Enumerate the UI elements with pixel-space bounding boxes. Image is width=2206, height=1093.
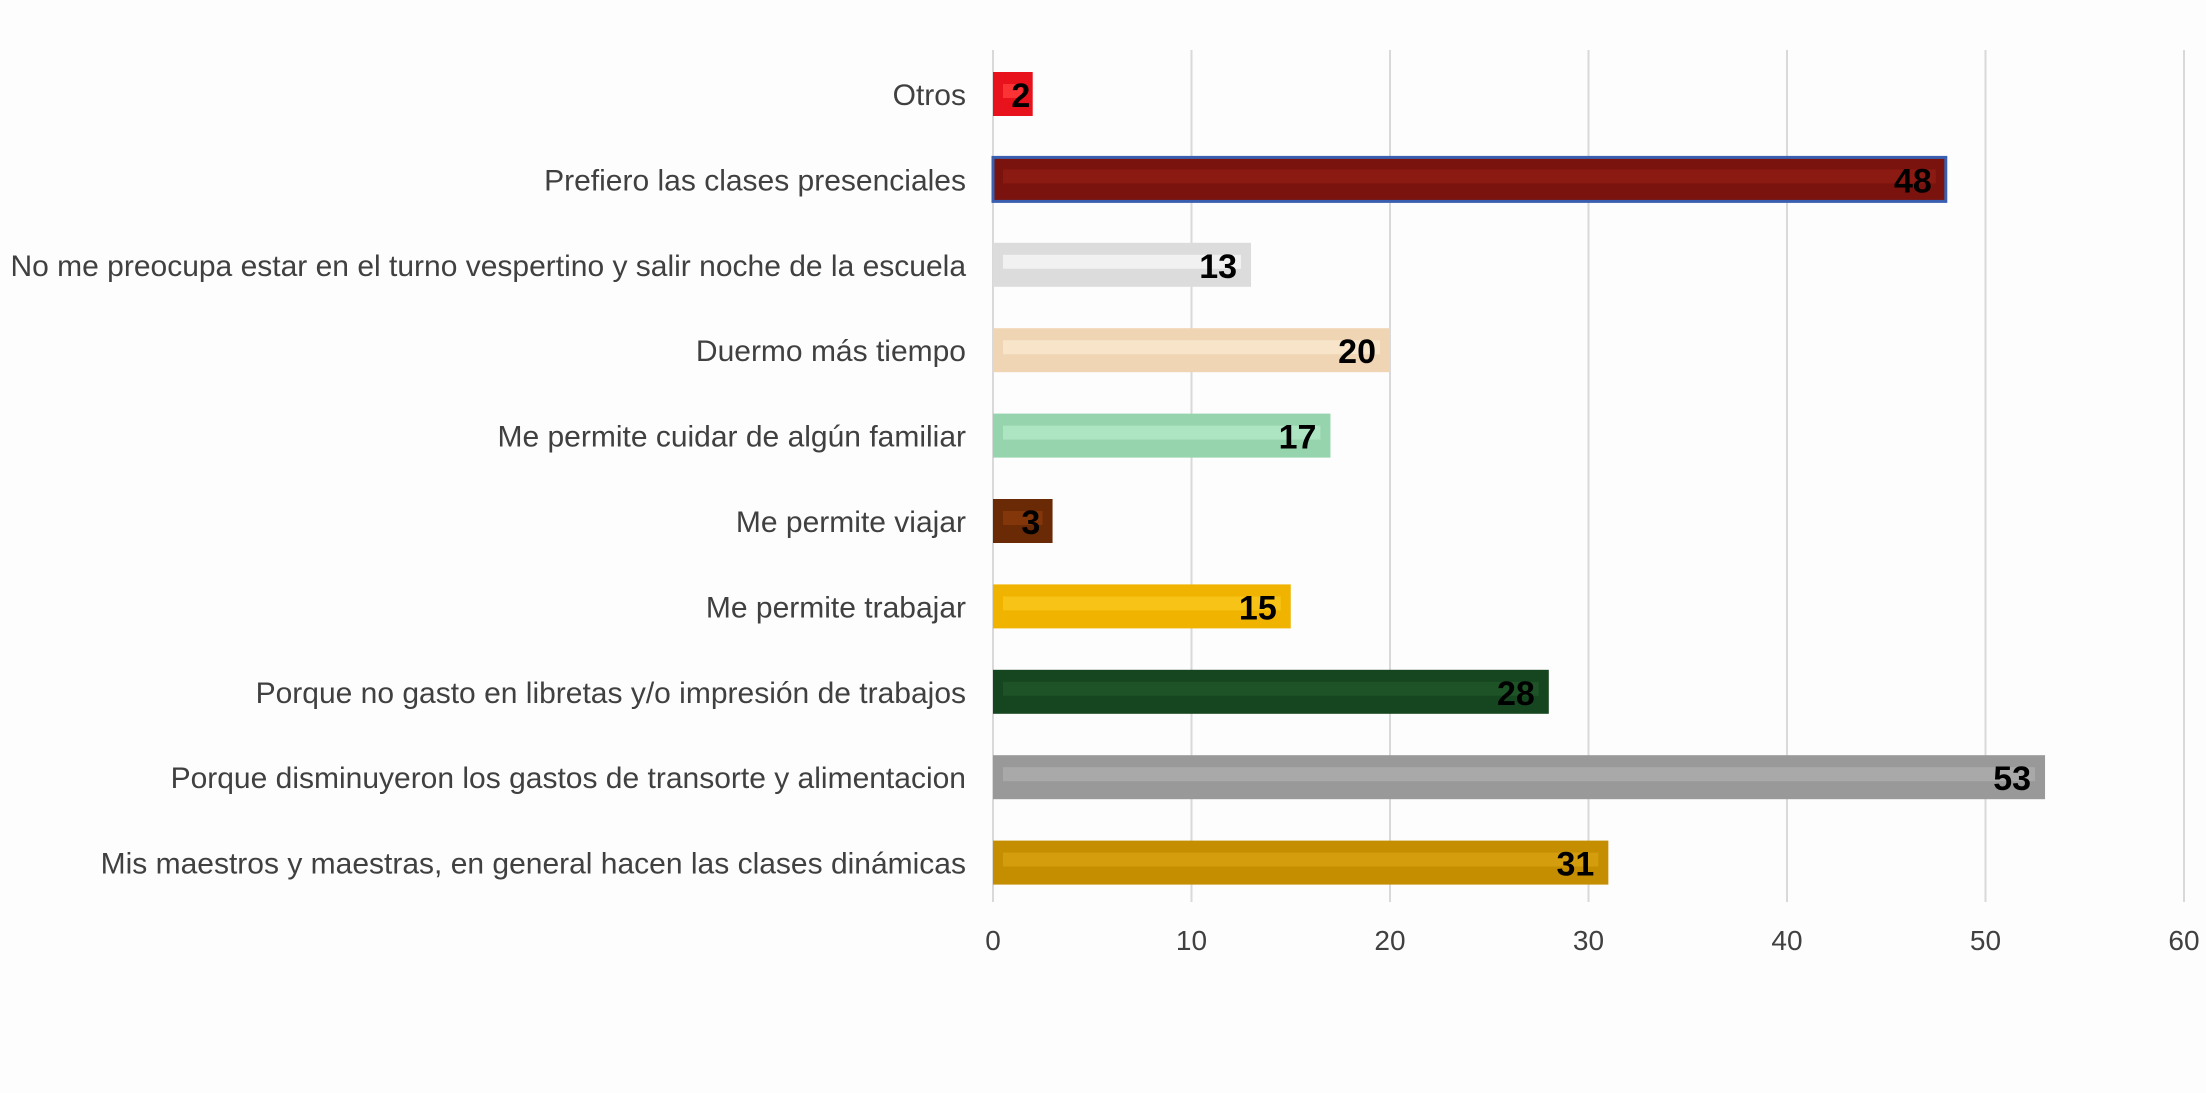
category-label: Otros <box>893 79 966 112</box>
x-tick-label: 60 <box>2168 925 2199 956</box>
data-label: 3 <box>1021 504 1040 542</box>
data-label: 53 <box>1993 760 2031 798</box>
category-label: Mis maestros y maestras, en general hace… <box>101 848 966 881</box>
bar-highlight <box>1003 254 1242 269</box>
bar-highlight <box>1003 681 1539 696</box>
data-label: 31 <box>1557 846 1595 884</box>
bar-highlight <box>1003 596 1281 611</box>
category-label: Me permite viajar <box>736 506 966 539</box>
x-axis-ticks: 0 10 20 30 40 50 60 <box>985 925 2199 956</box>
bars <box>991 72 2046 885</box>
category-label: Prefiero las clases presenciales <box>544 164 966 197</box>
bar-highlight <box>1003 852 1599 867</box>
data-label: 17 <box>1279 419 1317 457</box>
category-label: Duermo más tiempo <box>696 335 966 368</box>
x-tick-label: 50 <box>1970 925 2001 956</box>
data-label: 28 <box>1497 675 1535 713</box>
category-label: Me permite trabajar <box>706 591 966 624</box>
data-label: 48 <box>1894 162 1932 200</box>
bar-highlight <box>1003 84 1023 98</box>
x-tick-label: 10 <box>1176 925 1207 956</box>
bar-highlight <box>1003 511 1043 525</box>
data-label: 2 <box>1011 77 1030 115</box>
x-tick-label: 0 <box>985 925 1001 956</box>
data-label: 15 <box>1239 589 1277 627</box>
data-label: 13 <box>1199 248 1237 286</box>
category-labels: Otros 2 Prefiero las clases presenciales 48… <box>10 77 2031 884</box>
bar-highlight <box>1003 340 1380 355</box>
category-label: No me preocupa estar en el turno vespert… <box>10 250 966 283</box>
category-label: Me permite cuidar de algún familiar <box>497 421 966 454</box>
bar-highlight <box>1003 767 2036 782</box>
data-label: 20 <box>1338 333 1376 371</box>
category-label: Porque disminuyeron los gastos de transo… <box>171 762 966 795</box>
x-tick-label: 40 <box>1771 925 1802 956</box>
category-label: Porque no gasto en libretas y/o impresió… <box>256 677 966 710</box>
bar-highlight <box>1003 425 1321 440</box>
x-tick-label: 30 <box>1573 925 1604 956</box>
bar-highlight <box>1003 169 1936 184</box>
x-tick-label: 20 <box>1374 925 1405 956</box>
